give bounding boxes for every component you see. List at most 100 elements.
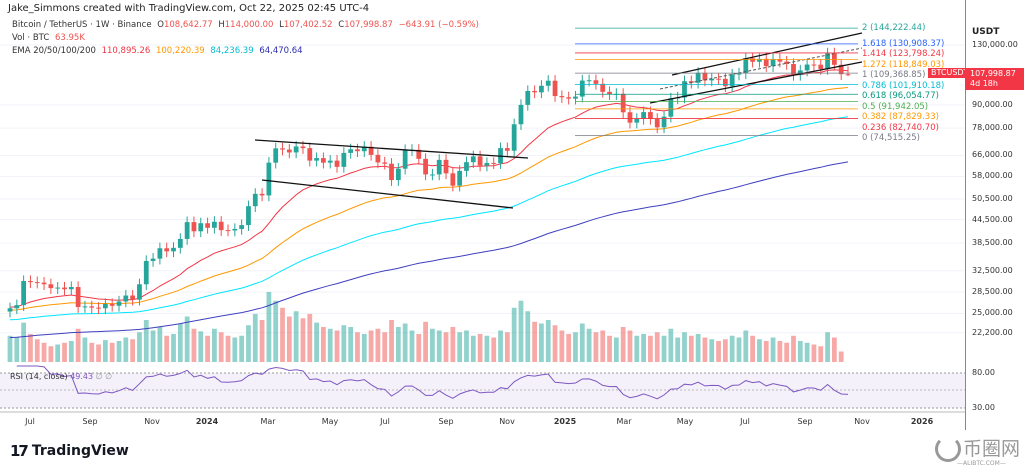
volume-bar bbox=[654, 332, 660, 362]
fib-level-label: 0.618 (96,054.77) bbox=[862, 91, 939, 102]
low-label: L bbox=[279, 20, 284, 30]
volume-bar bbox=[395, 327, 401, 362]
candle-body bbox=[757, 58, 762, 62]
volume-bar bbox=[252, 313, 258, 362]
candle-body bbox=[314, 158, 319, 161]
fib-level-label: 0.382 (87,829.33) bbox=[862, 112, 939, 123]
candle-body bbox=[55, 287, 61, 289]
ema100-line bbox=[9, 116, 849, 321]
ema-legend[interactable]: EMA 20/50/100/200 110,895.26 100,220.39 … bbox=[12, 46, 306, 56]
change-value: −643.91 (−0.59%) bbox=[398, 20, 479, 30]
volume-bar bbox=[484, 335, 490, 362]
ema100-value: 84,236.39 bbox=[210, 46, 254, 56]
volume-bar bbox=[722, 339, 728, 362]
candle-body bbox=[375, 154, 381, 163]
candle-body bbox=[525, 91, 531, 105]
volume-bar bbox=[586, 328, 592, 362]
bar-countdown: 4d 18h bbox=[970, 79, 998, 88]
volume-bar bbox=[600, 330, 606, 362]
candle-body bbox=[491, 162, 497, 164]
candle-body bbox=[28, 281, 33, 283]
volume-bar bbox=[716, 341, 721, 362]
last-price-tag: 107,998.87 4d 18h bbox=[965, 68, 1024, 90]
candle-body bbox=[171, 247, 176, 252]
price-axis-label: 90,000.00 bbox=[972, 99, 1013, 109]
candle-body bbox=[423, 158, 428, 175]
volume-bar bbox=[709, 339, 715, 362]
symbol-name[interactable]: Bitcoin / TetherUS · 1W · Binance bbox=[12, 20, 152, 30]
candle-body bbox=[641, 112, 646, 119]
rsi-legend[interactable]: RSI (14, close) 49.43 ∅ ∅ bbox=[10, 372, 112, 381]
time-axis-label: Sep bbox=[797, 417, 813, 426]
candle-body bbox=[14, 305, 20, 309]
price-axis-border bbox=[965, 0, 966, 430]
volume-legend[interactable]: Vol · BTC 63.95K bbox=[12, 33, 88, 43]
candle-body bbox=[804, 64, 810, 71]
volume-bar bbox=[545, 320, 551, 362]
candle-body bbox=[137, 284, 142, 300]
candle-body bbox=[654, 118, 660, 128]
volume-bar bbox=[838, 351, 844, 362]
volume-bar bbox=[361, 334, 367, 362]
time-axis-label: Mar bbox=[260, 417, 276, 426]
volume-bar bbox=[579, 323, 585, 362]
candle-body bbox=[123, 295, 129, 302]
fib-level-label: 1.272 (118,849.03) bbox=[862, 59, 945, 70]
price-chart[interactable] bbox=[0, 0, 965, 430]
ema20-value: 110,895.26 bbox=[101, 46, 151, 56]
candle-body bbox=[682, 81, 687, 98]
fib-level-label: 1 (109,368.85) bbox=[862, 70, 926, 81]
volume-bar bbox=[675, 337, 681, 362]
volume-bar bbox=[607, 335, 612, 362]
candle-body bbox=[34, 282, 40, 284]
candle-body bbox=[252, 193, 258, 207]
volume-bar bbox=[804, 342, 810, 362]
tradingview-brand: TradingView bbox=[31, 443, 129, 459]
candle-body bbox=[688, 81, 694, 83]
candle-body bbox=[96, 307, 101, 309]
candle-body bbox=[62, 287, 67, 290]
volume-bar bbox=[246, 325, 251, 362]
candle-body bbox=[416, 149, 422, 159]
candle-body bbox=[702, 72, 708, 81]
candle-body bbox=[620, 93, 626, 113]
candle-body bbox=[239, 225, 245, 229]
volume-bar bbox=[436, 330, 442, 362]
volume-bar bbox=[62, 342, 67, 362]
candle-body bbox=[716, 78, 721, 80]
volume-bar bbox=[116, 341, 122, 362]
volume-bar bbox=[191, 328, 197, 362]
candle-body bbox=[729, 74, 735, 87]
candle-body bbox=[661, 116, 667, 128]
volume-bar bbox=[409, 330, 415, 362]
candle-body bbox=[627, 112, 633, 123]
candle-body bbox=[750, 58, 756, 62]
candle-body bbox=[307, 148, 313, 161]
volume-bar bbox=[171, 334, 176, 362]
time-axis-label: May bbox=[321, 417, 339, 426]
candle-body bbox=[7, 308, 13, 312]
candle-body bbox=[402, 150, 408, 169]
candle-body bbox=[436, 159, 442, 175]
volume-bar bbox=[797, 341, 803, 362]
volume-bar bbox=[532, 321, 537, 362]
candle-body bbox=[450, 173, 456, 186]
candle-body bbox=[484, 162, 490, 166]
volume-bar bbox=[825, 332, 830, 362]
volume-bar bbox=[763, 341, 769, 362]
time-axis-label: Sep bbox=[438, 417, 454, 426]
volume-bar bbox=[102, 340, 108, 362]
candle-body bbox=[157, 248, 163, 259]
candle-body bbox=[341, 152, 347, 167]
candle-body bbox=[41, 282, 47, 285]
volume-bar bbox=[784, 342, 790, 362]
tradingview-logo[interactable]: 17 TradingView bbox=[10, 442, 129, 460]
time-axis-label: Jul bbox=[25, 417, 35, 426]
volume-bar bbox=[552, 325, 558, 362]
ema50-line bbox=[9, 87, 849, 311]
candle-body bbox=[797, 70, 803, 75]
volume-bar bbox=[232, 337, 238, 362]
candle-body bbox=[470, 156, 476, 163]
volume-bar bbox=[307, 313, 313, 362]
price-axis-label: 32,500.00 bbox=[972, 265, 1013, 275]
